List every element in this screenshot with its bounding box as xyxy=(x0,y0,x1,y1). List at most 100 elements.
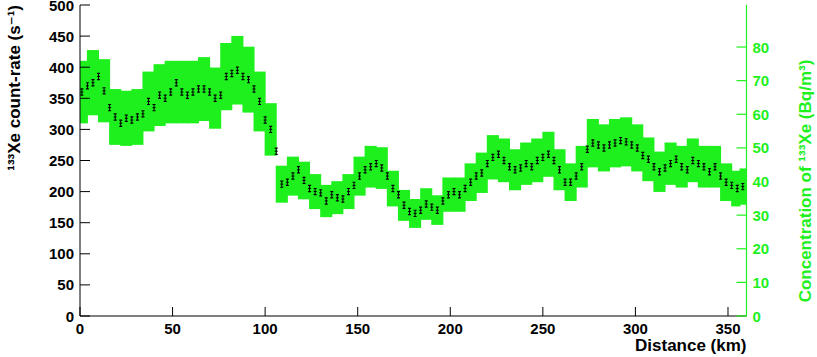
error-bar xyxy=(87,83,88,89)
error-cap xyxy=(530,169,533,170)
y2-tick xyxy=(737,46,747,47)
data-point xyxy=(86,85,89,86)
data-point xyxy=(241,76,244,77)
error-bar xyxy=(720,173,721,179)
error-bar xyxy=(731,182,732,188)
data-point xyxy=(441,200,444,201)
data-point xyxy=(580,166,583,167)
data-point xyxy=(497,154,500,155)
error-cap xyxy=(214,101,217,102)
error-cap xyxy=(519,170,522,171)
error-cap xyxy=(141,110,144,111)
error-bar xyxy=(187,92,188,98)
error-cap xyxy=(119,126,122,127)
error-cap xyxy=(441,197,444,198)
x-tick-label: 300 xyxy=(623,320,648,337)
error-cap xyxy=(330,191,333,192)
error-cap xyxy=(186,98,189,99)
error-bar xyxy=(442,198,443,204)
error-cap xyxy=(591,146,594,147)
band-segment xyxy=(265,103,277,155)
y2-axis-label: Concentration of ¹³³Xe (Bq/m³) xyxy=(796,60,815,303)
data-point xyxy=(408,211,411,212)
error-bar xyxy=(670,161,671,167)
data-point xyxy=(386,176,389,177)
error-cap xyxy=(158,91,161,92)
data-point xyxy=(736,188,739,189)
error-cap xyxy=(564,179,567,180)
error-cap xyxy=(97,79,100,80)
data-point xyxy=(180,92,183,93)
error-cap xyxy=(136,119,139,120)
data-point xyxy=(458,194,461,195)
y2-tick xyxy=(737,147,747,148)
error-cap xyxy=(208,88,211,89)
y-tick xyxy=(80,160,90,161)
error-cap xyxy=(602,151,605,152)
data-point xyxy=(330,194,333,195)
error-bar xyxy=(642,152,643,158)
data-point xyxy=(80,92,83,93)
data-point xyxy=(197,88,200,89)
data-point xyxy=(402,205,405,206)
data-point xyxy=(97,76,100,77)
error-cap xyxy=(547,157,550,158)
error-bar xyxy=(726,179,727,185)
data-point xyxy=(103,90,106,91)
data-point xyxy=(397,194,400,195)
error-bar xyxy=(637,145,638,151)
y2-tick xyxy=(737,282,747,283)
band-segment xyxy=(487,135,499,179)
error-cap xyxy=(525,160,528,161)
error-cap xyxy=(425,207,428,208)
data-point xyxy=(375,163,378,164)
error-bar xyxy=(698,161,699,167)
error-bar xyxy=(142,111,143,117)
error-cap xyxy=(203,85,206,86)
error-cap xyxy=(241,79,244,80)
error-cap xyxy=(275,154,278,155)
error-cap xyxy=(80,88,83,89)
data-point xyxy=(114,116,117,117)
error-cap xyxy=(214,95,217,96)
y2-tick-label: 70 xyxy=(753,72,770,89)
error-cap xyxy=(730,182,733,183)
data-point xyxy=(136,116,139,117)
error-cap xyxy=(436,207,439,208)
error-cap xyxy=(536,163,539,164)
error-cap xyxy=(325,197,328,198)
x-tick xyxy=(172,307,173,316)
error-bar xyxy=(470,179,471,185)
x-axis-label: Distance (km) xyxy=(635,336,746,355)
band-segment xyxy=(209,68,221,129)
data-point xyxy=(130,120,133,121)
data-point xyxy=(486,163,489,164)
y2-tick-label: 0 xyxy=(753,308,761,325)
error-bar xyxy=(120,120,121,126)
error-cap xyxy=(419,213,422,214)
error-cap xyxy=(341,202,344,203)
error-bar xyxy=(204,86,205,92)
data-point xyxy=(536,160,539,161)
data-point xyxy=(141,113,144,114)
data-point xyxy=(169,92,172,93)
data-point xyxy=(219,95,222,96)
error-cap xyxy=(614,139,617,140)
error-cap xyxy=(552,157,555,158)
data-point xyxy=(186,95,189,96)
data-point xyxy=(614,143,617,144)
error-cap xyxy=(686,172,689,173)
y-tick-label: 450 xyxy=(49,28,74,45)
error-bar xyxy=(192,89,193,95)
error-cap xyxy=(297,172,300,173)
x-tick xyxy=(635,307,636,316)
error-cap xyxy=(286,185,289,186)
error-cap xyxy=(414,210,417,211)
error-cap xyxy=(691,163,694,164)
error-bar xyxy=(481,170,482,176)
band-segment xyxy=(698,146,710,188)
error-bar xyxy=(248,77,249,83)
y-tick-label: 0 xyxy=(66,308,74,325)
data-point xyxy=(725,182,728,183)
error-bar xyxy=(176,80,177,86)
